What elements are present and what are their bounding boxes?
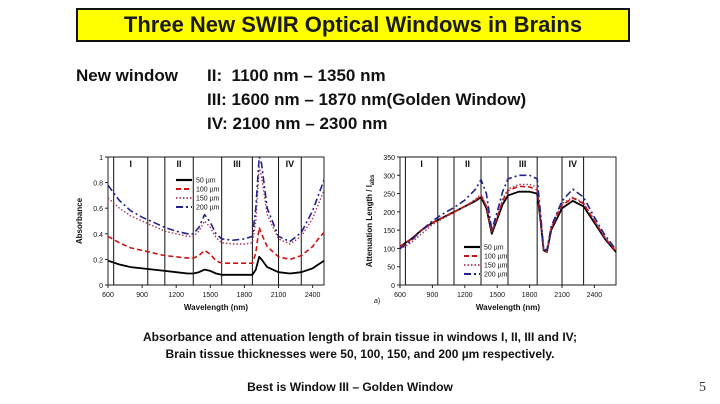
x-tick-label: 900 bbox=[427, 292, 439, 299]
y-tick-label: 0 bbox=[99, 283, 103, 290]
caption-line-2: Brain tissue thicknesses were 50, 100, 1… bbox=[165, 347, 555, 361]
series-line-0 bbox=[107, 255, 325, 276]
y-tick-label: 50 bbox=[387, 265, 395, 272]
window-box bbox=[507, 156, 538, 286]
window-box bbox=[113, 156, 149, 286]
window-label: I bbox=[129, 159, 132, 169]
window-label: III bbox=[233, 159, 241, 169]
legend-label: 150 µm bbox=[484, 263, 508, 270]
x-tick-label: 1800 bbox=[522, 292, 538, 299]
y-axis-label: Absorbance bbox=[75, 197, 84, 244]
y-tick-label: 0.4 bbox=[93, 232, 103, 239]
y-tick-label: 0.2 bbox=[93, 257, 103, 264]
legend-label: 150 µm bbox=[196, 196, 220, 203]
series-line-3 bbox=[399, 174, 617, 252]
window-iii-line: III: 1600 nm – 1870 nm(Golden Window) bbox=[207, 90, 527, 109]
legend-label: 200 µm bbox=[484, 272, 508, 279]
y-axis-label-sub: abs bbox=[370, 174, 376, 185]
x-tick-label: 1200 bbox=[457, 292, 473, 299]
x-tick-label: 600 bbox=[102, 292, 114, 299]
y-tick-label: 0.6 bbox=[93, 206, 103, 213]
caption-line-1: Absorbance and attenuation length of bra… bbox=[142, 330, 578, 344]
x-axis-label: Wavelength (nm) bbox=[476, 303, 540, 312]
window-label: I bbox=[420, 159, 423, 169]
window-box bbox=[164, 156, 194, 286]
y-tick-label: 350 bbox=[383, 155, 395, 162]
y-axis-label-main: Absorbance bbox=[75, 197, 84, 244]
x-tick-label: 1800 bbox=[237, 292, 253, 299]
y-tick-label: 0.8 bbox=[93, 181, 103, 188]
y-tick-label: 250 bbox=[383, 192, 395, 199]
window-box bbox=[561, 156, 585, 286]
y-tick-label: 100 bbox=[383, 246, 395, 253]
y-tick-label: 0 bbox=[391, 283, 395, 290]
footer-note: Best is Window III – Golden Window bbox=[247, 380, 453, 394]
y-axis-label: Attenuation Length / labs bbox=[365, 174, 376, 267]
y-tick-label: 200 bbox=[383, 210, 395, 217]
y-axis-label-main: Attenuation Length / l bbox=[365, 185, 374, 267]
series-line-1 bbox=[107, 226, 325, 264]
x-tick-label: 1200 bbox=[168, 292, 184, 299]
x-tick-label: 1500 bbox=[489, 292, 505, 299]
page-number: 5 bbox=[699, 380, 706, 395]
x-tick-label: 2400 bbox=[587, 292, 603, 299]
legend-label: 200 µm bbox=[196, 205, 220, 212]
window-label: New window bbox=[76, 66, 178, 85]
slide-title: Three New SWIR Optical Windows in Brains bbox=[123, 12, 583, 37]
legend-label: 100 µm bbox=[484, 254, 508, 261]
window-box bbox=[278, 156, 302, 286]
x-axis-label: Wavelength (nm) bbox=[184, 303, 248, 312]
series-line-3 bbox=[107, 156, 325, 243]
window-box bbox=[404, 156, 439, 286]
window-box bbox=[453, 156, 482, 286]
legend-label: 100 µm bbox=[196, 187, 220, 194]
x-tick-label: 2100 bbox=[554, 292, 570, 299]
window-box bbox=[221, 156, 253, 286]
y-tick-label: 300 bbox=[383, 173, 395, 180]
series-line-2 bbox=[399, 183, 617, 253]
window-label: II bbox=[177, 159, 182, 169]
window-iv-line: IV: 2100 nm – 2300 nm bbox=[207, 114, 388, 133]
x-tick-label: 600 bbox=[394, 292, 406, 299]
window-label: IV bbox=[286, 159, 295, 169]
window-label: II bbox=[465, 159, 470, 169]
panel-label: a) bbox=[374, 298, 380, 305]
series-line-2 bbox=[107, 166, 325, 245]
y-tick-label: 150 bbox=[383, 228, 395, 235]
x-tick-label: 1500 bbox=[203, 292, 219, 299]
legend-label: 50 µm bbox=[196, 178, 216, 185]
y-tick-label: 1 bbox=[99, 155, 103, 162]
window-label: IV bbox=[569, 159, 578, 169]
plot-frame bbox=[107, 156, 325, 286]
x-tick-label: 2400 bbox=[305, 292, 321, 299]
x-tick-label: 900 bbox=[136, 292, 148, 299]
x-tick-label: 2100 bbox=[271, 292, 287, 299]
legend-label: 50 µm bbox=[484, 245, 504, 252]
window-label: III bbox=[519, 159, 527, 169]
window-ii-line: II: 1100 nm – 1350 nm bbox=[207, 66, 386, 85]
slide-title-box: Three New SWIR Optical Windows in Brains bbox=[76, 8, 630, 42]
